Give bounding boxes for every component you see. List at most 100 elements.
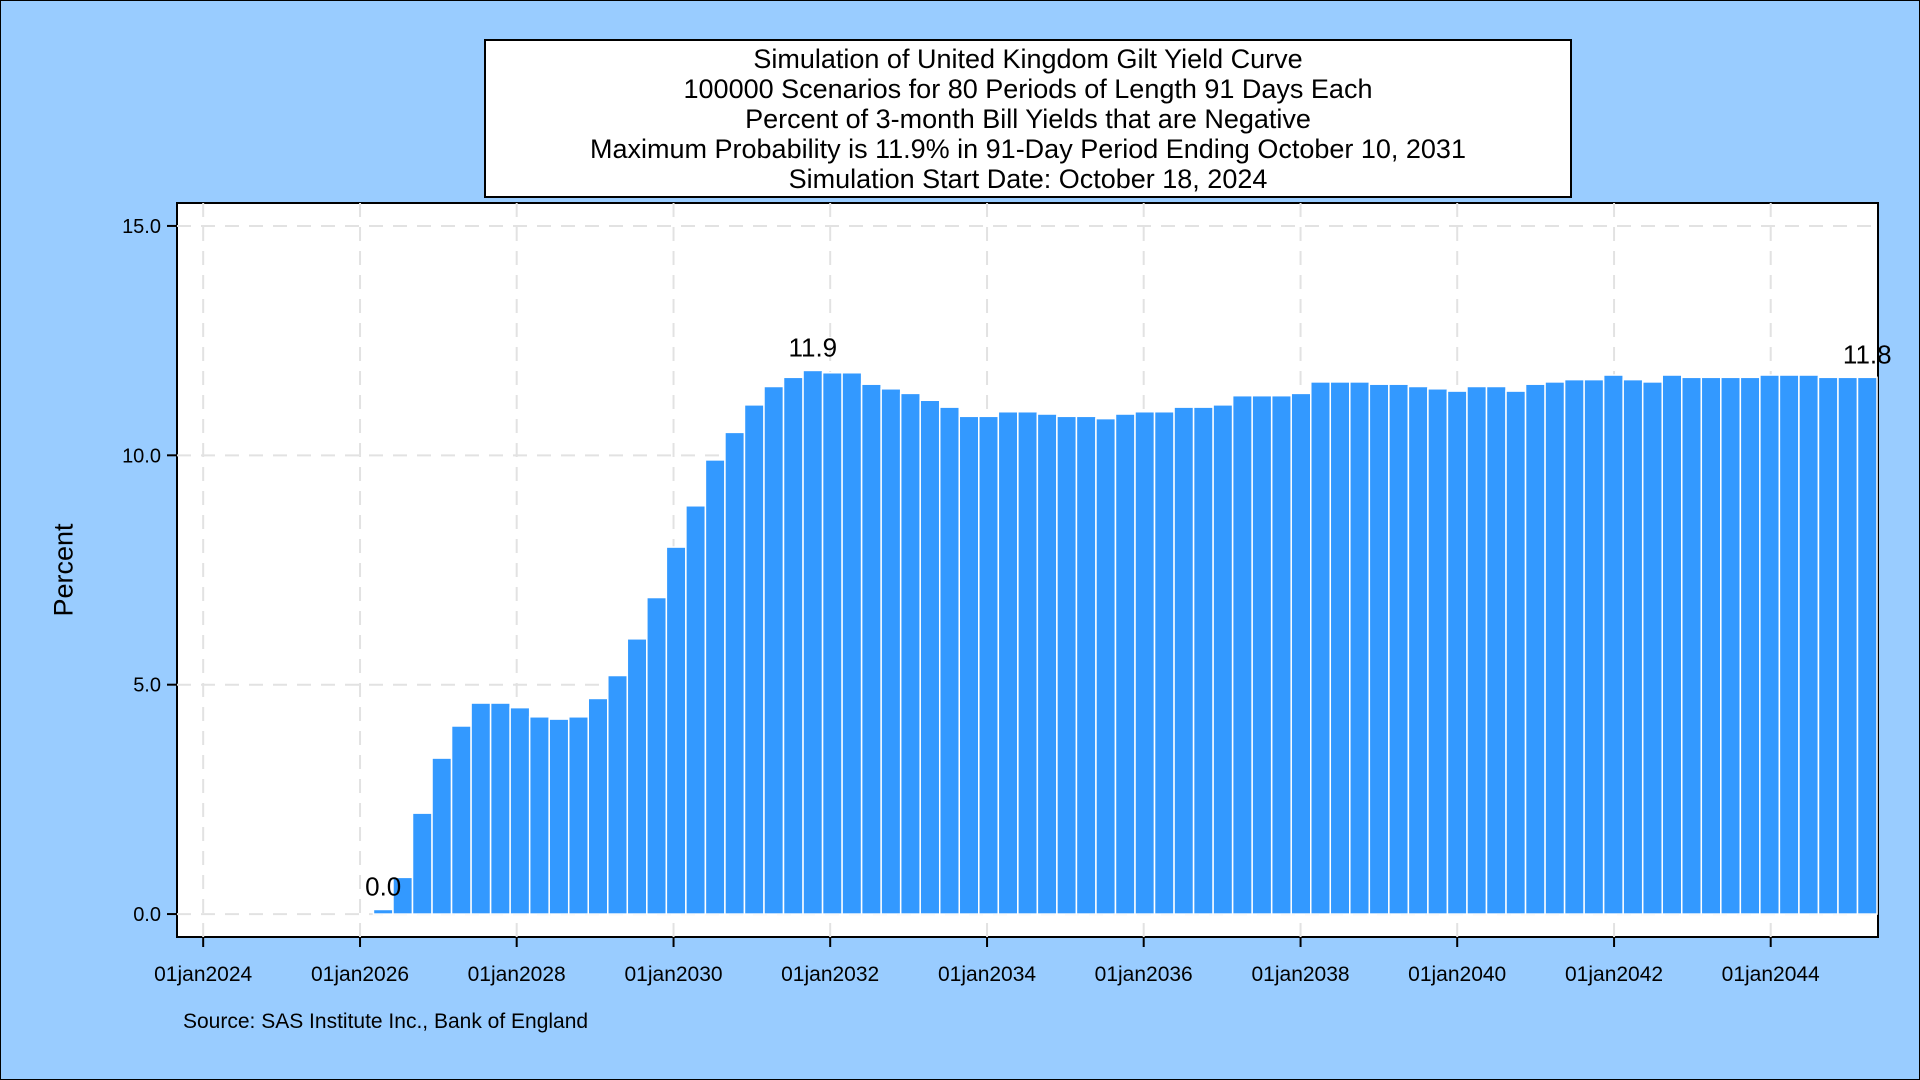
bar <box>587 697 609 915</box>
bar <box>1270 394 1292 915</box>
bar <box>1368 383 1390 915</box>
chart-title-line-3: Percent of 3-month Bill Yields that are … <box>745 103 1311 134</box>
bar <box>489 702 511 915</box>
bar <box>1837 376 1859 915</box>
bar <box>1075 415 1097 915</box>
bar <box>1583 378 1605 915</box>
x-tick-label: 01jan2038 <box>1252 963 1350 986</box>
bar <box>1349 381 1371 915</box>
bar <box>1856 376 1878 915</box>
chart-title-line-5: Simulation Start Date: October 18, 2024 <box>788 163 1268 194</box>
bar <box>1212 404 1234 915</box>
bar <box>938 406 961 915</box>
x-tick-label: 01jan2032 <box>781 963 879 986</box>
bar <box>1681 376 1703 915</box>
bar <box>548 718 570 915</box>
bar <box>626 638 648 915</box>
bar <box>743 404 765 915</box>
bar <box>1720 376 1742 915</box>
bar <box>1817 376 1839 915</box>
bar <box>1134 410 1156 915</box>
bar <box>802 369 824 915</box>
bar <box>841 371 863 915</box>
bar <box>821 371 843 915</box>
bar <box>1544 381 1566 915</box>
bar <box>1407 385 1429 915</box>
x-tick-label: 01jan2028 <box>468 963 566 986</box>
bar <box>1290 392 1312 915</box>
chart-title-line-1: Simulation of United Kingdom Gilt Yield … <box>753 43 1303 74</box>
y-axis-label: Percent <box>48 523 79 617</box>
bar <box>1251 394 1273 915</box>
bar <box>997 410 1019 915</box>
bar <box>1231 394 1253 915</box>
bar <box>1446 390 1468 915</box>
bar <box>1563 378 1585 915</box>
bar <box>1778 374 1800 915</box>
bar <box>1524 383 1546 915</box>
bar <box>567 716 589 915</box>
x-tick-label: 01jan2044 <box>1722 963 1820 986</box>
bar <box>1388 383 1410 915</box>
bar <box>1036 413 1058 915</box>
bar <box>1798 374 1820 915</box>
bar <box>724 431 746 915</box>
bar <box>1759 374 1781 915</box>
chart-title-line-4: Maximum Probability is 11.9% in 91-Day P… <box>590 133 1466 164</box>
bar <box>860 383 882 915</box>
x-tick-label: 01jan2040 <box>1408 963 1506 986</box>
bar <box>1017 410 1039 915</box>
bar <box>607 674 629 915</box>
bar <box>646 596 668 915</box>
bar <box>1329 381 1351 915</box>
bar <box>1173 406 1195 915</box>
bar <box>919 399 941 915</box>
axes: 0.0 5.0 10.0 15.0 01jan2024 01jan2026 01jan202… <box>122 216 1820 986</box>
bar <box>1309 381 1332 915</box>
bar <box>1622 378 1644 915</box>
bar <box>1153 410 1175 915</box>
bar <box>528 716 550 915</box>
x-tick-label: 01jan2024 <box>154 963 252 986</box>
x-tick-label: 01jan2030 <box>624 963 722 986</box>
bar <box>1427 388 1449 915</box>
y-tick-label: 10.0 <box>122 445 161 467</box>
bar <box>1466 385 1488 915</box>
bar <box>958 415 980 915</box>
y-tick-label: 5.0 <box>133 675 161 697</box>
bar <box>411 812 433 915</box>
x-tick-label: 01jan2026 <box>311 963 409 986</box>
y-tick-label: 15.0 <box>122 216 161 238</box>
bar <box>1641 381 1663 915</box>
bar <box>1192 406 1214 915</box>
bar <box>1485 385 1507 915</box>
bar <box>1602 374 1624 915</box>
bar <box>450 725 472 915</box>
bar <box>782 376 804 915</box>
bar <box>509 706 531 915</box>
source-note: Source: SAS Institute Inc., Bank of Engl… <box>183 1010 589 1033</box>
y-tick-label: 0.0 <box>133 904 161 926</box>
bar <box>1505 390 1527 915</box>
bar <box>685 505 707 915</box>
bar <box>978 415 1000 915</box>
data-label: 11.8 <box>1843 339 1892 369</box>
x-tick-label: 01jan2036 <box>1095 963 1193 986</box>
bar <box>899 392 921 915</box>
bar <box>1095 417 1117 915</box>
bar <box>431 757 453 915</box>
chart-title-box: Simulation of United Kingdom Gilt Yield … <box>484 39 1572 198</box>
bar <box>704 459 726 915</box>
chart-title-line-2: 100000 Scenarios for 80 Periods of Lengt… <box>683 73 1373 104</box>
bar <box>1739 376 1761 915</box>
x-tick-label: 01jan2042 <box>1565 963 1663 986</box>
bar <box>1700 376 1722 915</box>
bar <box>763 385 785 915</box>
bar-series <box>372 369 1878 915</box>
bar <box>1056 415 1078 915</box>
x-tick-label: 01jan2034 <box>938 963 1036 986</box>
bar <box>372 908 394 915</box>
data-label: 11.9 <box>788 332 837 362</box>
bar <box>1661 374 1683 915</box>
